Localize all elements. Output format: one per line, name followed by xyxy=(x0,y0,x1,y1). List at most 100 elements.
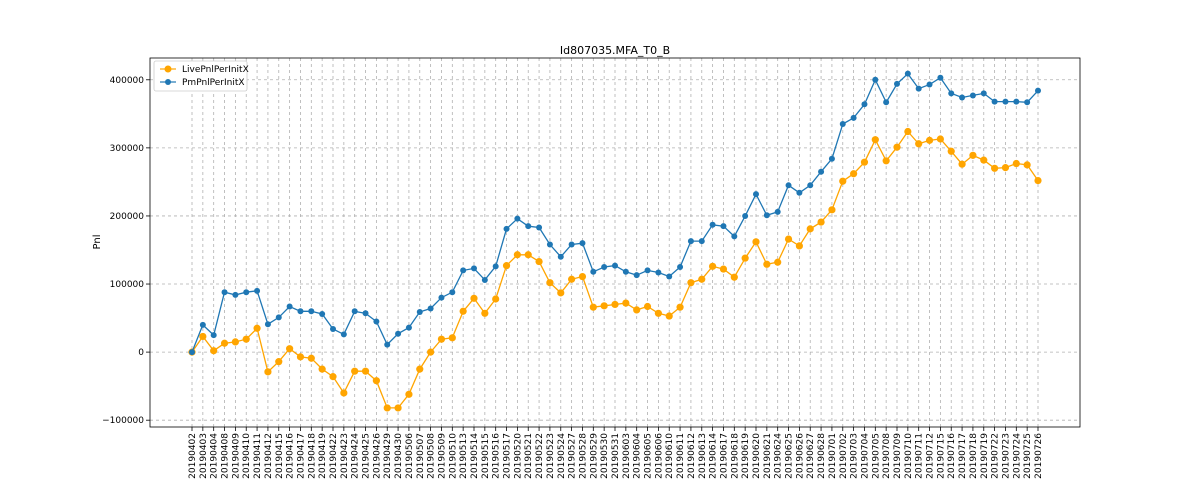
x-tick-label: 20190517 xyxy=(503,433,513,479)
y-tick-label: 300000 xyxy=(110,144,145,154)
data-point xyxy=(210,332,217,339)
data-point xyxy=(481,309,489,317)
data-point xyxy=(969,92,976,99)
x-tick-label: 20190610 xyxy=(665,433,675,479)
data-point xyxy=(677,264,684,271)
data-point xyxy=(633,306,641,314)
data-point xyxy=(557,253,564,260)
y-tick-label: −100000 xyxy=(102,416,144,426)
data-point xyxy=(502,262,511,270)
x-tick-label: 20190527 xyxy=(568,433,578,479)
data-point xyxy=(991,98,998,105)
x-tick-label: 20190704 xyxy=(860,433,870,479)
x-tick-label: 20190521 xyxy=(524,433,534,479)
data-point xyxy=(210,347,218,355)
data-point xyxy=(1023,161,1031,169)
x-tick-label: 20190509 xyxy=(437,433,447,479)
data-point xyxy=(546,279,554,287)
x-tick-label: 20190719 xyxy=(980,433,990,479)
data-point xyxy=(850,114,857,121)
data-point xyxy=(948,90,955,97)
data-point xyxy=(644,267,651,274)
x-tick-label: 20190724 xyxy=(1012,433,1022,479)
x-tick-label: 20190417 xyxy=(296,433,306,479)
data-point xyxy=(980,156,988,164)
x-tick-label: 20190402 xyxy=(188,433,198,479)
data-point xyxy=(720,223,727,230)
data-point xyxy=(275,314,282,321)
data-point xyxy=(351,308,358,315)
data-point xyxy=(622,268,629,275)
data-point xyxy=(437,335,446,343)
x-tick-label: 20190611 xyxy=(676,433,686,479)
y-tick-label: 0 xyxy=(138,348,144,358)
x-tick-label: 20190705 xyxy=(871,433,881,479)
x-axis: 20190402 20190403 20190404 20190408 20190409… xyxy=(188,427,1044,479)
data-point xyxy=(362,310,369,317)
data-point xyxy=(643,302,652,311)
data-point xyxy=(481,276,488,283)
data-point xyxy=(492,295,500,303)
data-point xyxy=(860,158,869,166)
data-point xyxy=(709,262,717,270)
data-point xyxy=(666,273,673,280)
data-point xyxy=(1034,176,1042,185)
legend-box xyxy=(153,60,248,92)
data-point xyxy=(514,215,521,222)
data-point xyxy=(1035,87,1041,94)
x-tick-label: 20190708 xyxy=(882,433,892,479)
data-point xyxy=(232,291,239,298)
data-point xyxy=(264,321,271,328)
x-tick-label: 20190416 xyxy=(286,433,296,479)
data-point xyxy=(1012,159,1020,168)
data-point xyxy=(763,212,770,219)
x-tick-label: 20190712 xyxy=(926,433,936,479)
x-tick-label: 20190411 xyxy=(253,433,263,479)
data-point xyxy=(329,373,337,381)
data-point xyxy=(242,335,250,343)
data-point xyxy=(807,182,814,189)
data-point xyxy=(231,338,239,346)
data-point xyxy=(1024,99,1031,106)
data-point xyxy=(785,182,792,189)
data-point xyxy=(665,312,673,320)
data-point xyxy=(915,140,923,148)
x-tick-label: 20190722 xyxy=(991,433,1001,479)
x-tick-label: 20190614 xyxy=(709,433,719,479)
data-point xyxy=(894,80,900,87)
x-tick-label: 20190626 xyxy=(795,433,805,479)
data-point xyxy=(589,303,597,311)
data-point xyxy=(882,157,890,165)
data-point xyxy=(676,303,684,311)
x-tick-label: 20190726 xyxy=(1034,433,1044,479)
x-tick-label: 20190430 xyxy=(394,433,404,479)
data-point xyxy=(818,168,825,175)
x-tick-label: 20190617 xyxy=(719,433,729,479)
data-point xyxy=(784,235,793,243)
x-tick-label: 20190514 xyxy=(470,433,480,479)
x-tick-label: 20190606 xyxy=(654,433,664,479)
data-point xyxy=(1001,164,1010,172)
data-point xyxy=(568,275,576,283)
x-tick-label: 20190624 xyxy=(774,433,784,479)
data-point xyxy=(741,254,749,262)
data-point xyxy=(719,265,728,273)
y-axis: −100000 0 100000 200000 300000 400000 xyxy=(102,76,150,426)
x-tick-label: 20190515 xyxy=(481,433,491,479)
data-point xyxy=(742,212,749,219)
data-point xyxy=(503,225,510,232)
data-point xyxy=(969,151,977,159)
x-tick-label: 20190710 xyxy=(904,433,914,479)
data-point xyxy=(460,267,467,274)
data-point xyxy=(361,367,370,375)
data-point xyxy=(936,135,944,143)
x-tick-label: 20190419 xyxy=(318,433,328,479)
data-point xyxy=(871,136,879,144)
x-tick-label: 20190513 xyxy=(459,433,469,479)
data-point xyxy=(872,76,879,83)
x-tick-label: 20190618 xyxy=(730,433,740,479)
x-tick-label: 20190523 xyxy=(546,433,556,479)
x-tick-label: 20190403 xyxy=(199,433,209,479)
chart-title: Id807035.MFA_T0_B xyxy=(560,44,670,57)
